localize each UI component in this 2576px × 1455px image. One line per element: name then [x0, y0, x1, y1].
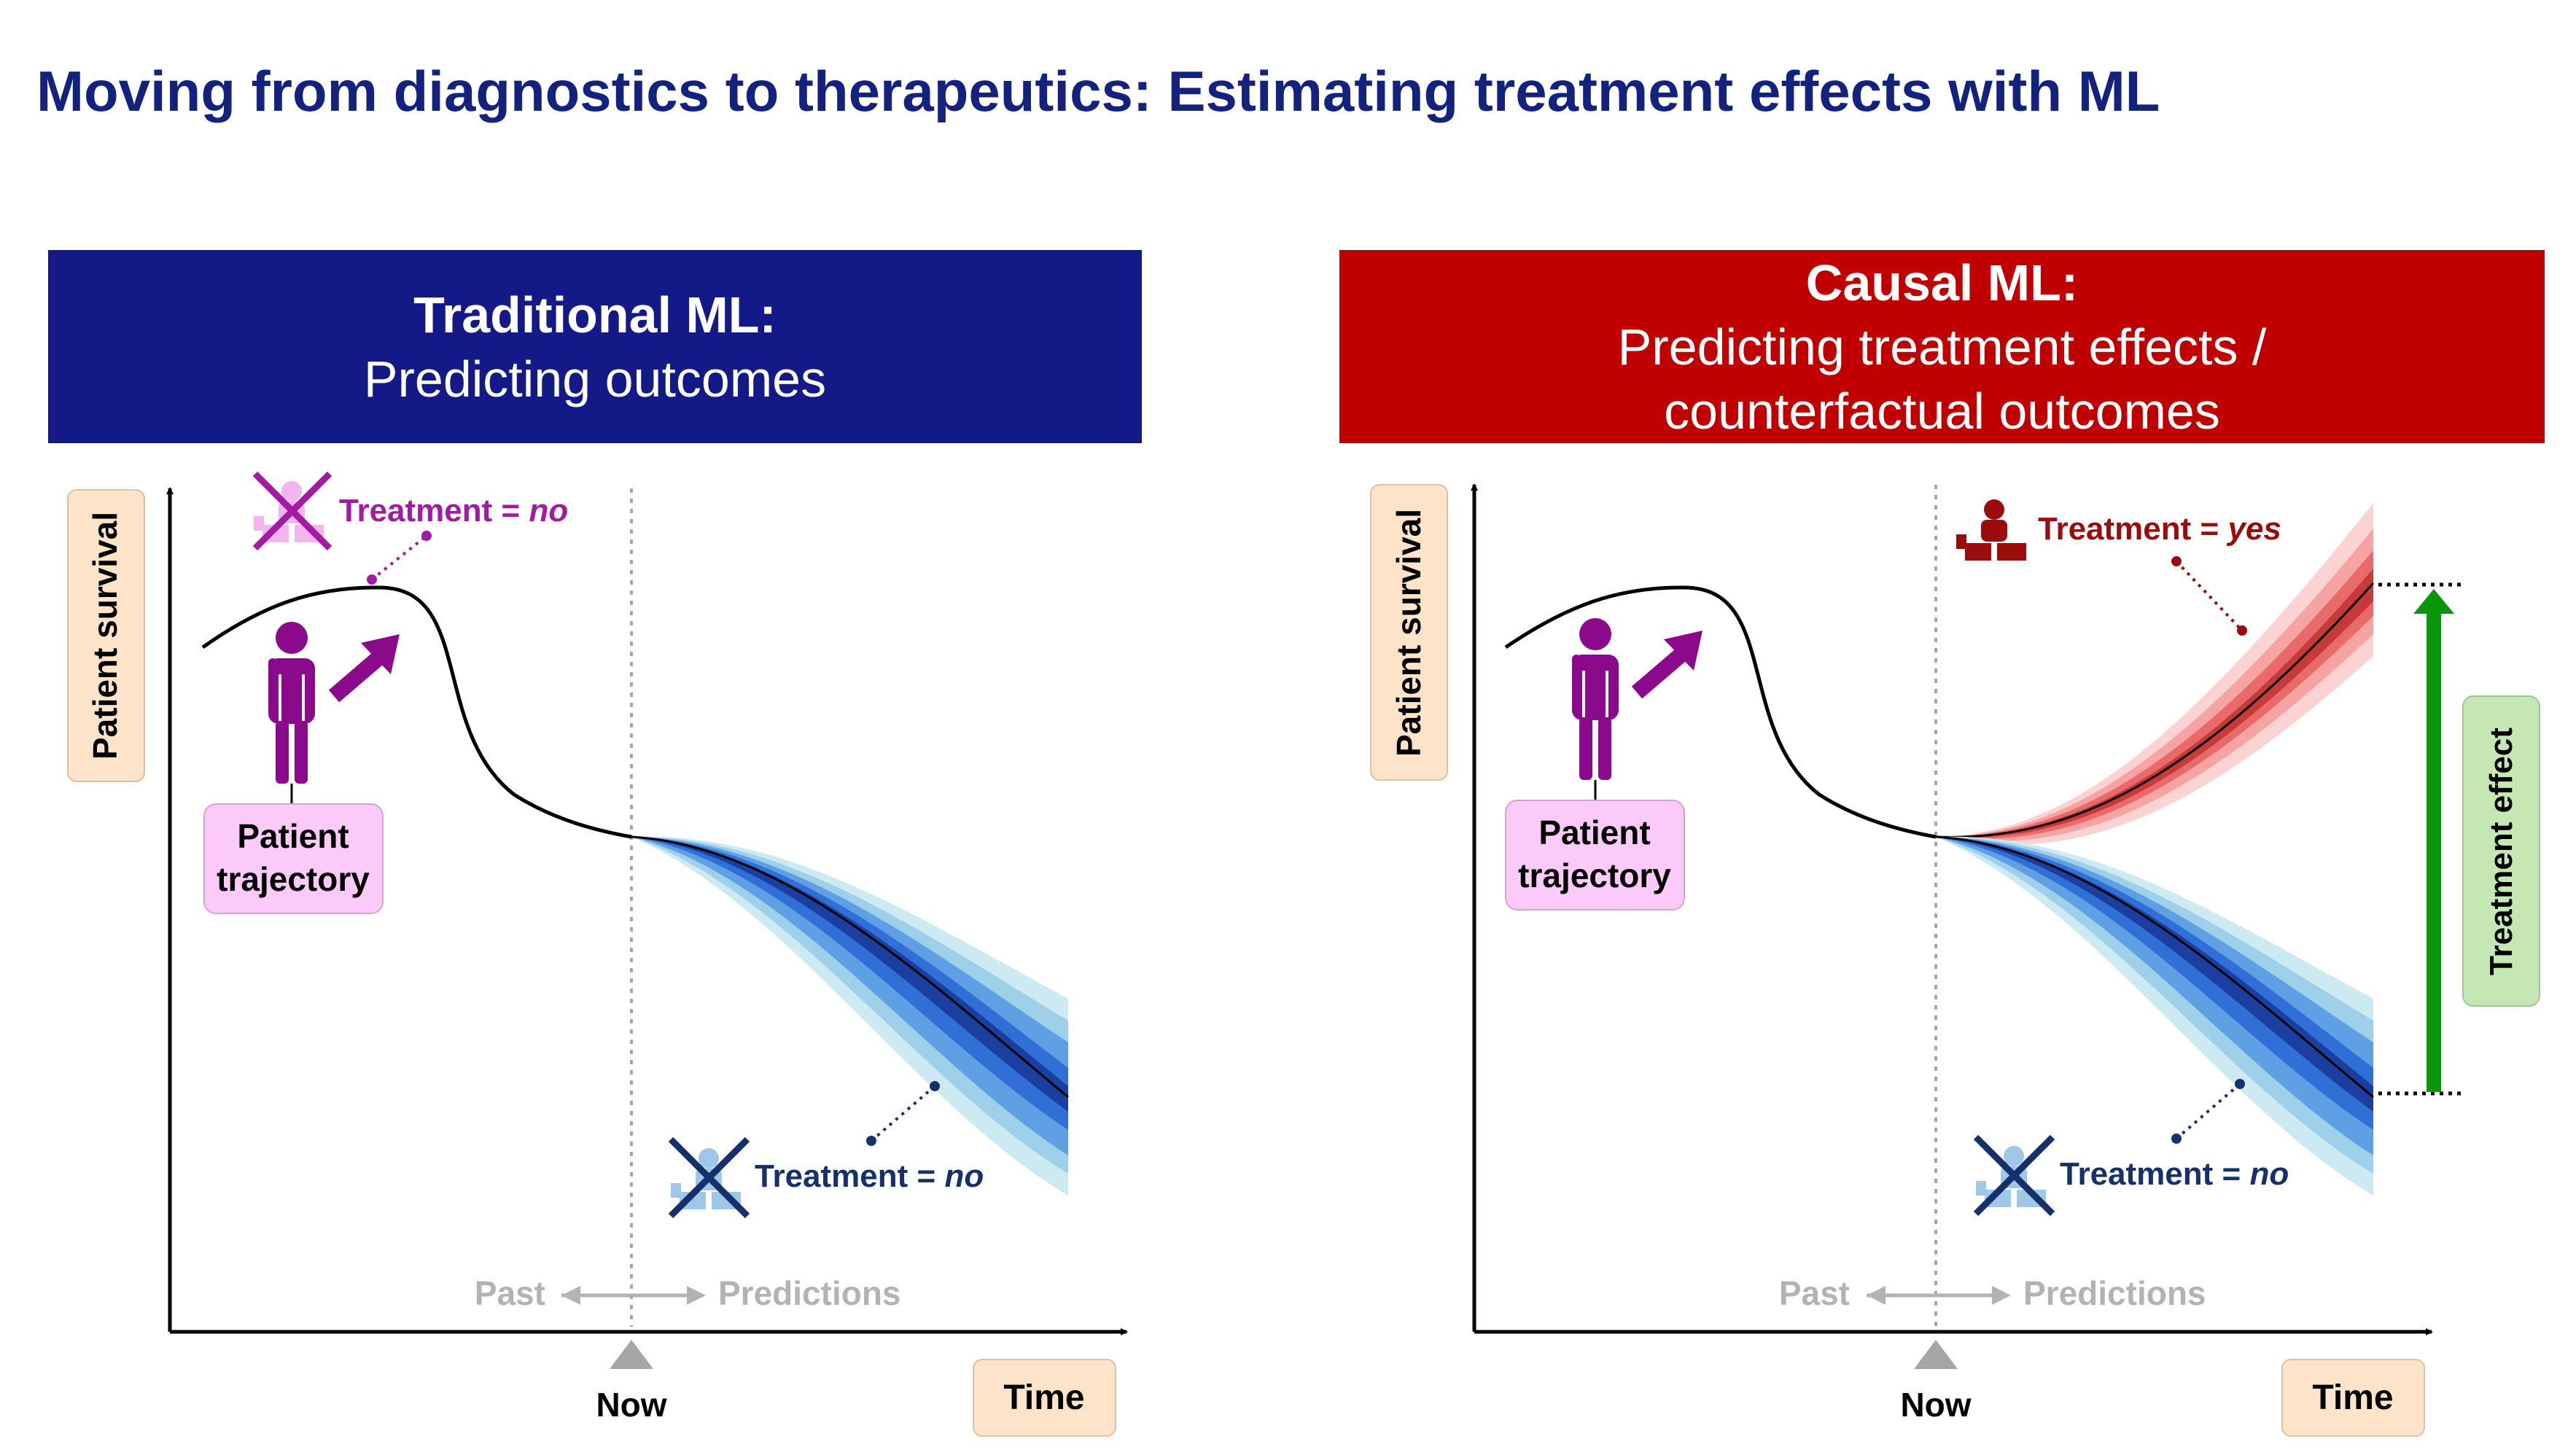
- left-x-axis-label: Time: [973, 1359, 1116, 1437]
- right-person-icon: [1571, 617, 1620, 781]
- right-y-axis-label: Patient survival: [1370, 484, 1448, 781]
- right-treatment-no-cross-icon: [1973, 1134, 2055, 1217]
- traditional-ml-subheading: Predicting outcomes: [363, 350, 827, 407]
- svg-text:Time: Time: [1003, 1378, 1084, 1417]
- svg-text:trajectory: trajectory: [1518, 857, 1671, 894]
- left-chart: Patient survival Time Now Past Predictio…: [67, 471, 1128, 1437]
- right-patient-trajectory-label: Patient trajectory: [1505, 800, 1685, 910]
- treatment-effect-arrow: [2413, 589, 2454, 1092]
- left-trend-arrow-icon: [328, 634, 400, 703]
- svg-text:Patient: Patient: [237, 817, 349, 855]
- left-now-marker: [610, 1340, 653, 1369]
- right-treatment-no-bands: [1935, 835, 2374, 1195]
- left-past-label: Past: [475, 1274, 545, 1312]
- svg-text:Patient survival: Patient survival: [86, 512, 124, 760]
- right-now-marker: [1914, 1340, 1958, 1369]
- traditional-ml-header: Traditional ML: Predicting outcomes: [48, 250, 1142, 443]
- left-past-treatment-label: Treatment = no: [339, 493, 568, 528]
- left-now-label: Now: [596, 1386, 666, 1424]
- left-past-cross-icon: [252, 471, 332, 551]
- svg-text:Time: Time: [2312, 1378, 2393, 1417]
- left-predictions-label: Predictions: [718, 1274, 901, 1312]
- left-y-axis-label: Patient survival: [67, 489, 145, 782]
- right-predictions-label: Predictions: [2023, 1274, 2206, 1312]
- right-treatment-yes-icon: [1956, 499, 2026, 561]
- left-prediction-bands: [631, 835, 1069, 1195]
- right-trend-arrow-icon: [1631, 631, 1703, 699]
- causal-ml-header: Causal ML: Predicting treatment effects …: [1339, 250, 2545, 443]
- right-treatment-yes-bands: [1935, 503, 2375, 845]
- left-future-cross-icon: [668, 1136, 750, 1219]
- left-future-treatment-label: Treatment = no: [755, 1158, 984, 1194]
- left-patient-trajectory-label: Patient trajectory: [203, 803, 384, 914]
- right-patient-trajectory-curve: [1504, 585, 1937, 839]
- causal-ml-heading: Causal ML:: [1805, 254, 2079, 311]
- left-patient-trajectory-curve: [201, 585, 632, 839]
- svg-text:Patient: Patient: [1538, 814, 1650, 851]
- traditional-ml-heading: Traditional ML:: [413, 286, 777, 343]
- right-past-label: Past: [1779, 1274, 1850, 1312]
- treatment-effect-label: Treatment effect: [2462, 695, 2540, 1007]
- right-treatment-yes-label: Treatment = yes: [2038, 511, 2281, 547]
- right-x-axis-label: Time: [2281, 1359, 2425, 1437]
- right-now-label: Now: [1900, 1386, 1971, 1424]
- causal-ml-subheading-line1: Predicting treatment effects /: [1617, 318, 2267, 375]
- page-title: Moving from diagnostics to therapeutics:…: [36, 59, 2160, 123]
- svg-text:trajectory: trajectory: [217, 860, 370, 898]
- right-treatment-no-label: Treatment = no: [2060, 1156, 2289, 1192]
- left-person-icon: [267, 620, 316, 785]
- causal-ml-subheading-line2: counterfactual outcomes: [1664, 382, 2220, 440]
- svg-text:Treatment effect: Treatment effect: [2483, 728, 2519, 975]
- right-chart: Patient survival Time Now Past Predictio…: [1370, 483, 2540, 1437]
- svg-text:Patient survival: Patient survival: [1390, 509, 1428, 757]
